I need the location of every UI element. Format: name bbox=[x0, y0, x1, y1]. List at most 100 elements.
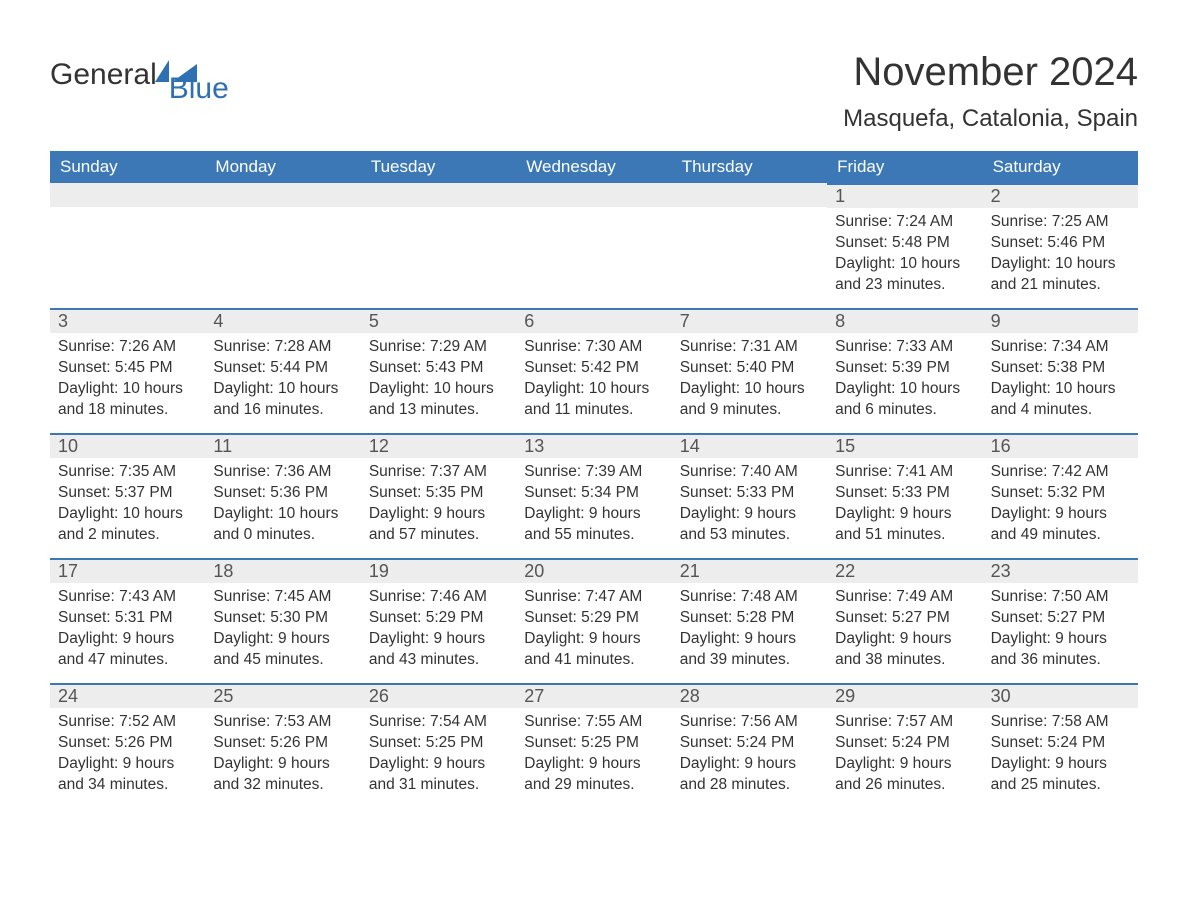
sunset-text: Sunset: 5:25 PM bbox=[524, 733, 663, 754]
sunset-text: Sunset: 5:26 PM bbox=[58, 733, 197, 754]
day-body: Sunrise: 7:54 AMSunset: 5:25 PMDaylight:… bbox=[361, 708, 516, 800]
sunset-text: Sunset: 5:28 PM bbox=[680, 608, 819, 629]
day-cell: 2Sunrise: 7:25 AMSunset: 5:46 PMDaylight… bbox=[983, 183, 1138, 308]
day-cell: 6Sunrise: 7:30 AMSunset: 5:42 PMDaylight… bbox=[516, 308, 671, 433]
sunrise-text: Sunrise: 7:56 AM bbox=[680, 712, 819, 733]
day-number-empty bbox=[50, 183, 205, 207]
sunrise-text: Sunrise: 7:28 AM bbox=[213, 337, 352, 358]
daylight-text: Daylight: 10 hours and 6 minutes. bbox=[835, 379, 974, 421]
daylight-text: Daylight: 10 hours and 21 minutes. bbox=[991, 254, 1130, 296]
day-cell: 26Sunrise: 7:54 AMSunset: 5:25 PMDayligh… bbox=[361, 683, 516, 808]
day-cell: 5Sunrise: 7:29 AMSunset: 5:43 PMDaylight… bbox=[361, 308, 516, 433]
sunset-text: Sunset: 5:27 PM bbox=[835, 608, 974, 629]
daylight-text: Daylight: 9 hours and 38 minutes. bbox=[835, 629, 974, 671]
day-number: 21 bbox=[672, 560, 827, 583]
daylight-text: Daylight: 9 hours and 26 minutes. bbox=[835, 754, 974, 796]
day-number: 22 bbox=[827, 560, 982, 583]
sunrise-text: Sunrise: 7:52 AM bbox=[58, 712, 197, 733]
day-number: 20 bbox=[516, 560, 671, 583]
day-cell: 14Sunrise: 7:40 AMSunset: 5:33 PMDayligh… bbox=[672, 433, 827, 558]
day-body: Sunrise: 7:28 AMSunset: 5:44 PMDaylight:… bbox=[205, 333, 360, 425]
daylight-text: Daylight: 9 hours and 32 minutes. bbox=[213, 754, 352, 796]
sunrise-text: Sunrise: 7:48 AM bbox=[680, 587, 819, 608]
calendar: Sunday Monday Tuesday Wednesday Thursday… bbox=[50, 151, 1138, 808]
day-body: Sunrise: 7:34 AMSunset: 5:38 PMDaylight:… bbox=[983, 333, 1138, 425]
day-cell: 27Sunrise: 7:55 AMSunset: 5:25 PMDayligh… bbox=[516, 683, 671, 808]
day-body: Sunrise: 7:52 AMSunset: 5:26 PMDaylight:… bbox=[50, 708, 205, 800]
day-body: Sunrise: 7:40 AMSunset: 5:33 PMDaylight:… bbox=[672, 458, 827, 550]
header: General Blue November 2024 Masquefa, Cat… bbox=[50, 50, 1138, 133]
sunrise-text: Sunrise: 7:45 AM bbox=[213, 587, 352, 608]
sunrise-text: Sunrise: 7:42 AM bbox=[991, 462, 1130, 483]
sunset-text: Sunset: 5:44 PM bbox=[213, 358, 352, 379]
sunrise-text: Sunrise: 7:50 AM bbox=[991, 587, 1130, 608]
daylight-text: Daylight: 10 hours and 16 minutes. bbox=[213, 379, 352, 421]
day-body: Sunrise: 7:24 AMSunset: 5:48 PMDaylight:… bbox=[827, 208, 982, 300]
day-body: Sunrise: 7:36 AMSunset: 5:36 PMDaylight:… bbox=[205, 458, 360, 550]
sunrise-text: Sunrise: 7:36 AM bbox=[213, 462, 352, 483]
day-cell: 16Sunrise: 7:42 AMSunset: 5:32 PMDayligh… bbox=[983, 433, 1138, 558]
day-number: 26 bbox=[361, 685, 516, 708]
sunset-text: Sunset: 5:24 PM bbox=[680, 733, 819, 754]
sunset-text: Sunset: 5:34 PM bbox=[524, 483, 663, 504]
sunrise-text: Sunrise: 7:26 AM bbox=[58, 337, 197, 358]
sunset-text: Sunset: 5:43 PM bbox=[369, 358, 508, 379]
day-body: Sunrise: 7:33 AMSunset: 5:39 PMDaylight:… bbox=[827, 333, 982, 425]
sunrise-text: Sunrise: 7:53 AM bbox=[213, 712, 352, 733]
daylight-text: Daylight: 9 hours and 45 minutes. bbox=[213, 629, 352, 671]
sunset-text: Sunset: 5:32 PM bbox=[991, 483, 1130, 504]
day-number: 12 bbox=[361, 435, 516, 458]
sunset-text: Sunset: 5:46 PM bbox=[991, 233, 1130, 254]
sunrise-text: Sunrise: 7:31 AM bbox=[680, 337, 819, 358]
week-row: 1Sunrise: 7:24 AMSunset: 5:48 PMDaylight… bbox=[50, 183, 1138, 308]
week-row: 10Sunrise: 7:35 AMSunset: 5:37 PMDayligh… bbox=[50, 433, 1138, 558]
week-row: 17Sunrise: 7:43 AMSunset: 5:31 PMDayligh… bbox=[50, 558, 1138, 683]
daylight-text: Daylight: 10 hours and 0 minutes. bbox=[213, 504, 352, 546]
day-cell: 29 Sunrise: 7:57 AMSunset: 5:24 PMDayligh… bbox=[827, 683, 982, 808]
sunrise-text: Sunrise: 7:41 AM bbox=[835, 462, 974, 483]
day-cell: 4Sunrise: 7:28 AMSunset: 5:44 PMDaylight… bbox=[205, 308, 360, 433]
daylight-text: Daylight: 9 hours and 36 minutes. bbox=[991, 629, 1130, 671]
day-cell bbox=[361, 183, 516, 308]
logo-text-blue: Blue bbox=[169, 72, 229, 106]
daylight-text: Daylight: 10 hours and 11 minutes. bbox=[524, 379, 663, 421]
title-block: November 2024 Masquefa, Catalonia, Spain bbox=[843, 50, 1138, 133]
day-cell: 21Sunrise: 7:48 AMSunset: 5:28 PMDayligh… bbox=[672, 558, 827, 683]
day-number: 4 bbox=[205, 310, 360, 333]
day-cell: 13Sunrise: 7:39 AMSunset: 5:34 PMDayligh… bbox=[516, 433, 671, 558]
day-cell bbox=[50, 183, 205, 308]
sunrise-text: Sunrise: 7:29 AM bbox=[369, 337, 508, 358]
sunrise-text: Sunrise: 7:57 AM bbox=[835, 712, 974, 733]
sunset-text: Sunset: 5:24 PM bbox=[991, 733, 1130, 754]
sunset-text: Sunset: 5:37 PM bbox=[58, 483, 197, 504]
day-number-empty bbox=[361, 183, 516, 207]
daylight-text: Daylight: 10 hours and 2 minutes. bbox=[58, 504, 197, 546]
sunrise-text: Sunrise: 7:43 AM bbox=[58, 587, 197, 608]
daylight-text: Daylight: 9 hours and 34 minutes. bbox=[58, 754, 197, 796]
day-cell: 10Sunrise: 7:35 AMSunset: 5:37 PMDayligh… bbox=[50, 433, 205, 558]
sunset-text: Sunset: 5:24 PM bbox=[835, 733, 974, 754]
sunset-text: Sunset: 5:29 PM bbox=[369, 608, 508, 629]
day-cell bbox=[516, 183, 671, 308]
sunset-text: Sunset: 5:27 PM bbox=[991, 608, 1130, 629]
day-number: 19 bbox=[361, 560, 516, 583]
sunset-text: Sunset: 5:33 PM bbox=[835, 483, 974, 504]
sunrise-text: Sunrise: 7:30 AM bbox=[524, 337, 663, 358]
dow-friday: Friday bbox=[827, 151, 982, 183]
day-cell: 1Sunrise: 7:24 AMSunset: 5:48 PMDaylight… bbox=[827, 183, 982, 308]
day-number-empty bbox=[516, 183, 671, 207]
sunset-text: Sunset: 5:25 PM bbox=[369, 733, 508, 754]
sunrise-text: Sunrise: 7:35 AM bbox=[58, 462, 197, 483]
day-cell: 30Sunrise: 7:58 AMSunset: 5:24 PMDayligh… bbox=[983, 683, 1138, 808]
dow-thursday: Thursday bbox=[672, 151, 827, 183]
day-number: 13 bbox=[516, 435, 671, 458]
day-body: Sunrise: 7:43 AMSunset: 5:31 PMDaylight:… bbox=[50, 583, 205, 675]
day-number: 3 bbox=[50, 310, 205, 333]
sunrise-text: Sunrise: 7:58 AM bbox=[991, 712, 1130, 733]
daylight-text: Daylight: 9 hours and 28 minutes. bbox=[680, 754, 819, 796]
day-number: 29 bbox=[827, 685, 982, 708]
day-body: Sunrise: 7:39 AMSunset: 5:34 PMDaylight:… bbox=[516, 458, 671, 550]
day-number: 11 bbox=[205, 435, 360, 458]
day-number: 14 bbox=[672, 435, 827, 458]
daylight-text: Daylight: 9 hours and 41 minutes. bbox=[524, 629, 663, 671]
